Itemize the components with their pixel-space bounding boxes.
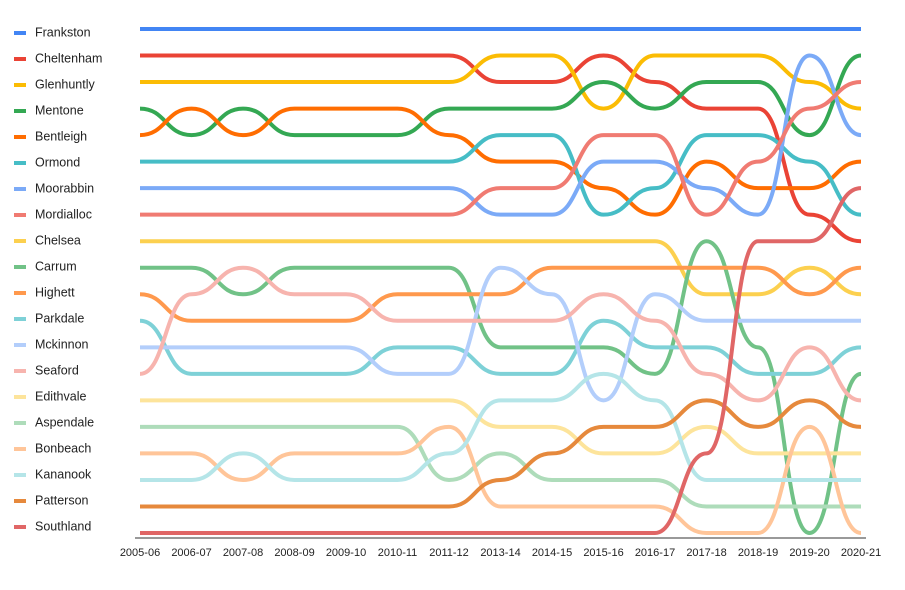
series-line (140, 186, 862, 535)
legend-label: Mentone (35, 103, 84, 117)
series-line (140, 239, 862, 536)
x-tick-label: 2017-18 (686, 547, 726, 559)
legend-label: Patterson (35, 493, 89, 507)
legend-label: Frankston (35, 25, 91, 39)
series-line (140, 53, 862, 111)
series-line (139, 265, 862, 323)
x-tick-label: 2010-11 (378, 547, 418, 559)
legend-label: Moorabbin (35, 181, 94, 195)
legend-label: Glenhuntly (35, 77, 96, 91)
legend-label: Bentleigh (35, 129, 87, 143)
x-tick-label: 2020-21 (841, 547, 881, 559)
legend-label: Mckinnon (35, 337, 89, 351)
series-line (140, 80, 862, 217)
legend-label: Cheltenham (35, 51, 102, 65)
legend-label: Southland (35, 519, 91, 533)
legend-label: Seaford (35, 363, 79, 377)
x-tick-label: 2007-08 (223, 547, 263, 559)
series-line (140, 53, 862, 244)
x-tick-label: 2009-10 (326, 547, 366, 559)
x-tick-label: 2005-06 (120, 547, 160, 559)
legend-label: Kananook (35, 467, 92, 481)
series-line (139, 318, 862, 376)
legend-label: Aspendale (35, 415, 94, 429)
legend-label: Chelsea (35, 233, 81, 247)
legend-label: Carrum (35, 259, 77, 273)
series-line (140, 371, 861, 482)
legend-label: Bonbeach (35, 441, 91, 455)
series-line (139, 265, 862, 403)
x-tick-label: 2006-07 (171, 547, 211, 559)
x-tick-label: 2008-09 (274, 547, 314, 559)
series-line (140, 398, 861, 456)
series-line (140, 133, 862, 217)
series-line (140, 424, 862, 509)
series-line (140, 53, 862, 217)
x-tick-label: 2013-14 (480, 547, 520, 559)
x-tick-label: 2016-17 (635, 547, 675, 559)
series-line (140, 239, 862, 297)
x-tick-label: 2015-16 (583, 547, 623, 559)
legend-label: Parkdale (35, 311, 84, 325)
legend-label: Edithvale (35, 389, 86, 403)
x-tick-label: 2011-12 (429, 547, 469, 559)
series-line (139, 53, 862, 138)
x-tick-label: 2018-19 (738, 547, 778, 559)
x-tick-label: 2014-15 (532, 547, 572, 559)
legend-label: Mordialloc (35, 207, 92, 221)
legend-label: Ormond (35, 155, 80, 169)
series-line (140, 398, 862, 509)
legend-label: Highett (35, 285, 75, 299)
series-line (139, 265, 861, 403)
x-tick-label: 2019-20 (789, 547, 829, 559)
